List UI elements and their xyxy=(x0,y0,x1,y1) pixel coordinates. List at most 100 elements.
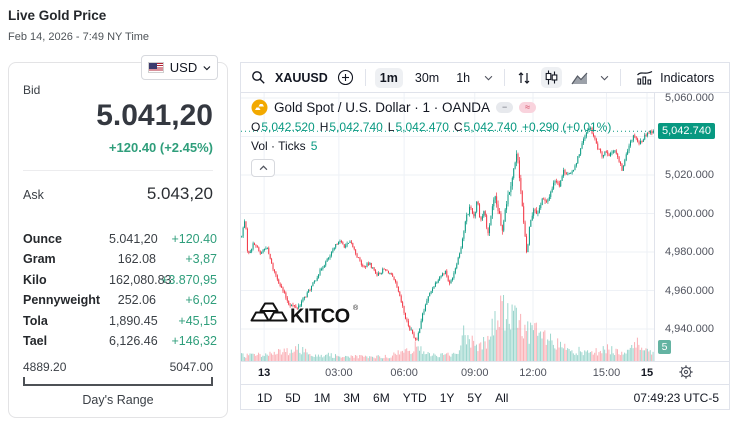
symbol-title[interactable]: Gold Spot / U.S. Dollar · 1 · OANDA xyxy=(274,100,491,115)
intervals-chevron-down-icon[interactable] xyxy=(482,73,495,83)
price-axis[interactable]: 5,060.000 5,020.000 5,000.000 4,980.000 4,96… xyxy=(654,93,729,361)
range-ytd-button[interactable]: YTD xyxy=(397,389,433,407)
time-tick-label: 09:00 xyxy=(460,367,489,379)
unit-change: +6,02 xyxy=(185,293,217,308)
toolbar-divider xyxy=(620,69,622,86)
time-tick-label: 15 xyxy=(640,367,654,379)
kitco-watermark: KITCO ® xyxy=(249,301,361,334)
time-tick-label: 03:00 xyxy=(325,367,353,379)
candlestick-chart xyxy=(241,93,654,361)
unit-price-table: Ounce 5.041,20 +120.40 Gram 162.08 +3,87… xyxy=(23,232,217,348)
unit-price: 5.041,20 xyxy=(109,232,158,246)
svg-text:KITCO: KITCO xyxy=(290,306,350,328)
quote-card: Bid 5.041,20 +120.40 (+2.45%) Ask 5.043,… xyxy=(8,62,228,418)
unit-price: 252.06 xyxy=(117,293,156,308)
us-flag-icon xyxy=(148,62,164,73)
ask-row: Ask 5.043,20 xyxy=(23,184,213,204)
price-tick-label: 4,980.000 xyxy=(665,246,714,258)
time-axis[interactable]: 13 03:00 06:00 09:00 12:00 15:00 15 xyxy=(241,361,729,384)
range-1d-button[interactable]: 1D xyxy=(251,389,278,407)
chart-main: KITCO ® Gold Spot / U.S. Dollar · 1 · OA… xyxy=(241,93,729,361)
bar-change-arrows-icon[interactable] xyxy=(514,68,534,88)
svg-text:®: ® xyxy=(353,304,359,312)
bid-label: Bid xyxy=(23,83,41,97)
chart-widget: XAUUSD 1m 30m 1h xyxy=(240,62,730,410)
range-switcher: 1D 5D 1M 3M 6M YTD 1Y 5Y All xyxy=(251,389,514,407)
delayed-data-badge-icon[interactable]: ≈ xyxy=(519,102,537,113)
currency-label: USD xyxy=(169,60,198,75)
time-tick-label: 12:00 xyxy=(519,367,547,379)
range-1y-button[interactable]: 1Y xyxy=(434,389,461,407)
page-title: Live Gold Price xyxy=(8,8,107,23)
style-chevron-down-icon[interactable] xyxy=(598,73,611,83)
gold-coin-icon xyxy=(251,99,268,116)
chevron-up-icon xyxy=(259,165,267,171)
unit-change: +3,87 xyxy=(185,252,217,267)
time-tick-label: 06:00 xyxy=(390,367,418,379)
table-row: Kilo 162,080.83 +3.870,95 xyxy=(23,273,217,287)
ask-price: 5.043,20 xyxy=(146,184,213,203)
time-tick-label: 15:00 xyxy=(592,367,621,379)
range-5d-button[interactable]: 5D xyxy=(279,389,306,407)
interval-1m-button[interactable]: 1m xyxy=(374,67,403,88)
indicators-button[interactable]: Indicators xyxy=(630,69,720,87)
settings-gear-icon[interactable] xyxy=(679,365,693,382)
time-tick-label: 13 xyxy=(258,367,271,379)
table-row: Gram 162.08 +3,87 xyxy=(23,252,217,267)
unit-change: +3.870,95 xyxy=(161,272,217,287)
divider xyxy=(23,170,213,171)
toolbar-divider xyxy=(504,69,506,86)
range-1m-button[interactable]: 1M xyxy=(308,389,337,407)
indicators-label: Indicators xyxy=(660,70,715,85)
symbol-search-button[interactable]: XAUUSD xyxy=(275,70,328,85)
unit-change: +120.40 xyxy=(171,232,217,246)
currency-selector[interactable]: USD xyxy=(141,55,218,80)
range-5y-button[interactable]: 5Y xyxy=(461,389,488,407)
unit-change: +45,15 xyxy=(178,313,217,328)
unit-label: Tael xyxy=(23,333,48,348)
price-tick-label: 5,000.000 xyxy=(665,207,714,220)
table-row: Tola 1,890.45 +45,15 xyxy=(23,313,217,328)
last-price-tag: 5,042.740 xyxy=(658,123,715,140)
ask-label: Ask xyxy=(23,188,44,202)
candlestick-style-icon[interactable] xyxy=(541,67,563,88)
table-row: Pennyweight 252.06 +6,02 xyxy=(23,293,217,308)
clock[interactable]: 07:49:23 UTC-5 xyxy=(633,391,719,405)
chart-legend: Gold Spot / U.S. Dollar · 1 · OANDA − ≈ … xyxy=(251,99,616,177)
unit-label: Gram xyxy=(23,252,56,267)
unit-price: 6,126.46 xyxy=(109,333,158,348)
gold-bars-icon xyxy=(250,302,288,322)
indicators-icon xyxy=(637,70,653,85)
volume-tag: 5 xyxy=(658,340,671,354)
interval-30m-button[interactable]: 30m xyxy=(410,68,444,88)
price-tick-label: 5,020.000 xyxy=(665,169,714,181)
chevron-down-icon xyxy=(203,65,211,70)
range-all-button[interactable]: All xyxy=(489,389,514,407)
price-tick-label: 5,060.000 xyxy=(665,93,714,105)
range-3m-button[interactable]: 3M xyxy=(337,389,366,407)
chart-footer: 1D 5D 1M 3M 6M YTD 1Y 5Y All 07:49:23 UT… xyxy=(241,384,729,411)
unit-price: 1,890.45 xyxy=(109,313,158,328)
range-bracket xyxy=(23,377,213,386)
range-low: 4889.20 xyxy=(23,360,67,374)
collapse-pane-button[interactable] xyxy=(251,159,275,177)
minus-badge-icon[interactable]: − xyxy=(496,102,514,113)
datetime-label: Feb 14, 2026 - 7:49 NY Time xyxy=(8,31,150,43)
table-row: Ounce 5.041,20 +120.40 xyxy=(23,232,217,246)
chart-toolbar: XAUUSD 1m 30m 1h xyxy=(241,63,729,93)
toolbar-divider xyxy=(364,69,366,86)
range-6m-button[interactable]: 6M xyxy=(367,389,396,407)
unit-label: Ounce xyxy=(23,232,62,246)
compare-add-icon[interactable] xyxy=(335,67,356,88)
unit-label: Tola xyxy=(23,313,48,328)
bid-change: +120.40 (+2.45%) xyxy=(108,140,213,155)
search-icon[interactable] xyxy=(249,68,268,87)
unit-label: Pennyweight xyxy=(23,293,101,308)
ohlc-readout: O5,042.520 H5,042.740 L5,042.470 C5,042.740… xyxy=(251,120,612,134)
chart-plot-area[interactable]: KITCO ® Gold Spot / U.S. Dollar · 1 · OA… xyxy=(241,93,654,361)
interval-1h-button[interactable]: 1h xyxy=(451,68,475,88)
area-chart-style-icon[interactable] xyxy=(569,69,591,87)
price-change: +0.290 (+0.01%) xyxy=(521,120,612,134)
price-tick-label: 4,960.000 xyxy=(665,284,714,297)
